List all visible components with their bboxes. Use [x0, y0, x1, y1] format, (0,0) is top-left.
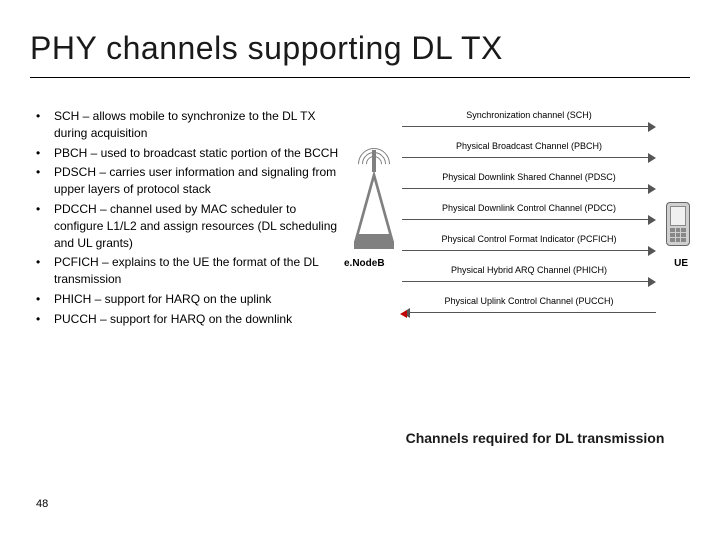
- channel-row: Physical Hybrid ARQ Channel (PHICH): [402, 265, 656, 287]
- tower-icon: [354, 170, 394, 249]
- channel-row: Physical Uplink Control Channel (PUCCH): [402, 296, 656, 318]
- arrow-right-icon: [648, 153, 656, 163]
- channel-label: Physical Broadcast Channel (PBCH): [402, 141, 656, 151]
- channel-label: Synchronization channel (SCH): [402, 110, 656, 120]
- diagram-column: e.NodeB UE Synchronization channel (SCH): [350, 108, 690, 446]
- enodeb-label: e.NodeB: [344, 258, 385, 269]
- channel-label: Physical Downlink Shared Channel (PDSC): [402, 172, 656, 182]
- arrow-right-icon: [648, 277, 656, 287]
- channel-row: Synchronization channel (SCH): [402, 110, 656, 132]
- list-item: SCH – allows mobile to synchronize to th…: [30, 108, 340, 142]
- bullet-column: SCH – allows mobile to synchronize to th…: [30, 108, 340, 446]
- channel-row: Physical Downlink Control Channel (PDCC): [402, 203, 656, 225]
- channel-row: Physical Broadcast Channel (PBCH): [402, 141, 656, 163]
- list-item: PBCH – used to broadcast static portion …: [30, 145, 340, 162]
- arrow-right-icon: [648, 184, 656, 194]
- slide: PHY channels supporting DL TX SCH – allo…: [0, 0, 720, 446]
- list-item: PHICH – support for HARQ on the uplink: [30, 291, 340, 308]
- list-item: PUCCH – support for HARQ on the downlink: [30, 311, 340, 328]
- channel-label: Physical Control Format Indicator (PCFIC…: [402, 234, 656, 244]
- bullet-list: SCH – allows mobile to synchronize to th…: [30, 108, 340, 328]
- diagram-caption: Channels required for DL transmission: [380, 430, 690, 446]
- red-marker-icon: [400, 310, 407, 318]
- channel-label: Physical Hybrid ARQ Channel (PHICH): [402, 265, 656, 275]
- channel-label: Physical Downlink Control Channel (PDCC): [402, 203, 656, 213]
- channel-arrows: Synchronization channel (SCH) Physical B…: [402, 110, 656, 327]
- list-item: PDCCH – channel used by MAC scheduler to…: [30, 201, 340, 251]
- arrow-right-icon: [648, 246, 656, 256]
- channel-row: Physical Downlink Shared Channel (PDSC): [402, 172, 656, 194]
- list-item: PCFICH – explains to the UE the format o…: [30, 254, 340, 288]
- list-item: PDSCH – carries user information and sig…: [30, 164, 340, 198]
- ue-label: UE: [674, 258, 688, 269]
- channel-diagram: e.NodeB UE Synchronization channel (SCH): [350, 110, 690, 380]
- page-title: PHY channels supporting DL TX: [30, 30, 690, 78]
- channel-row: Physical Control Format Indicator (PCFIC…: [402, 234, 656, 256]
- channel-label: Physical Uplink Control Channel (PUCCH): [402, 296, 656, 306]
- arrow-right-icon: [648, 122, 656, 132]
- phone-icon: [666, 202, 690, 246]
- arrow-right-icon: [648, 215, 656, 225]
- page-number: 48: [36, 498, 48, 510]
- content-area: SCH – allows mobile to synchronize to th…: [30, 108, 690, 446]
